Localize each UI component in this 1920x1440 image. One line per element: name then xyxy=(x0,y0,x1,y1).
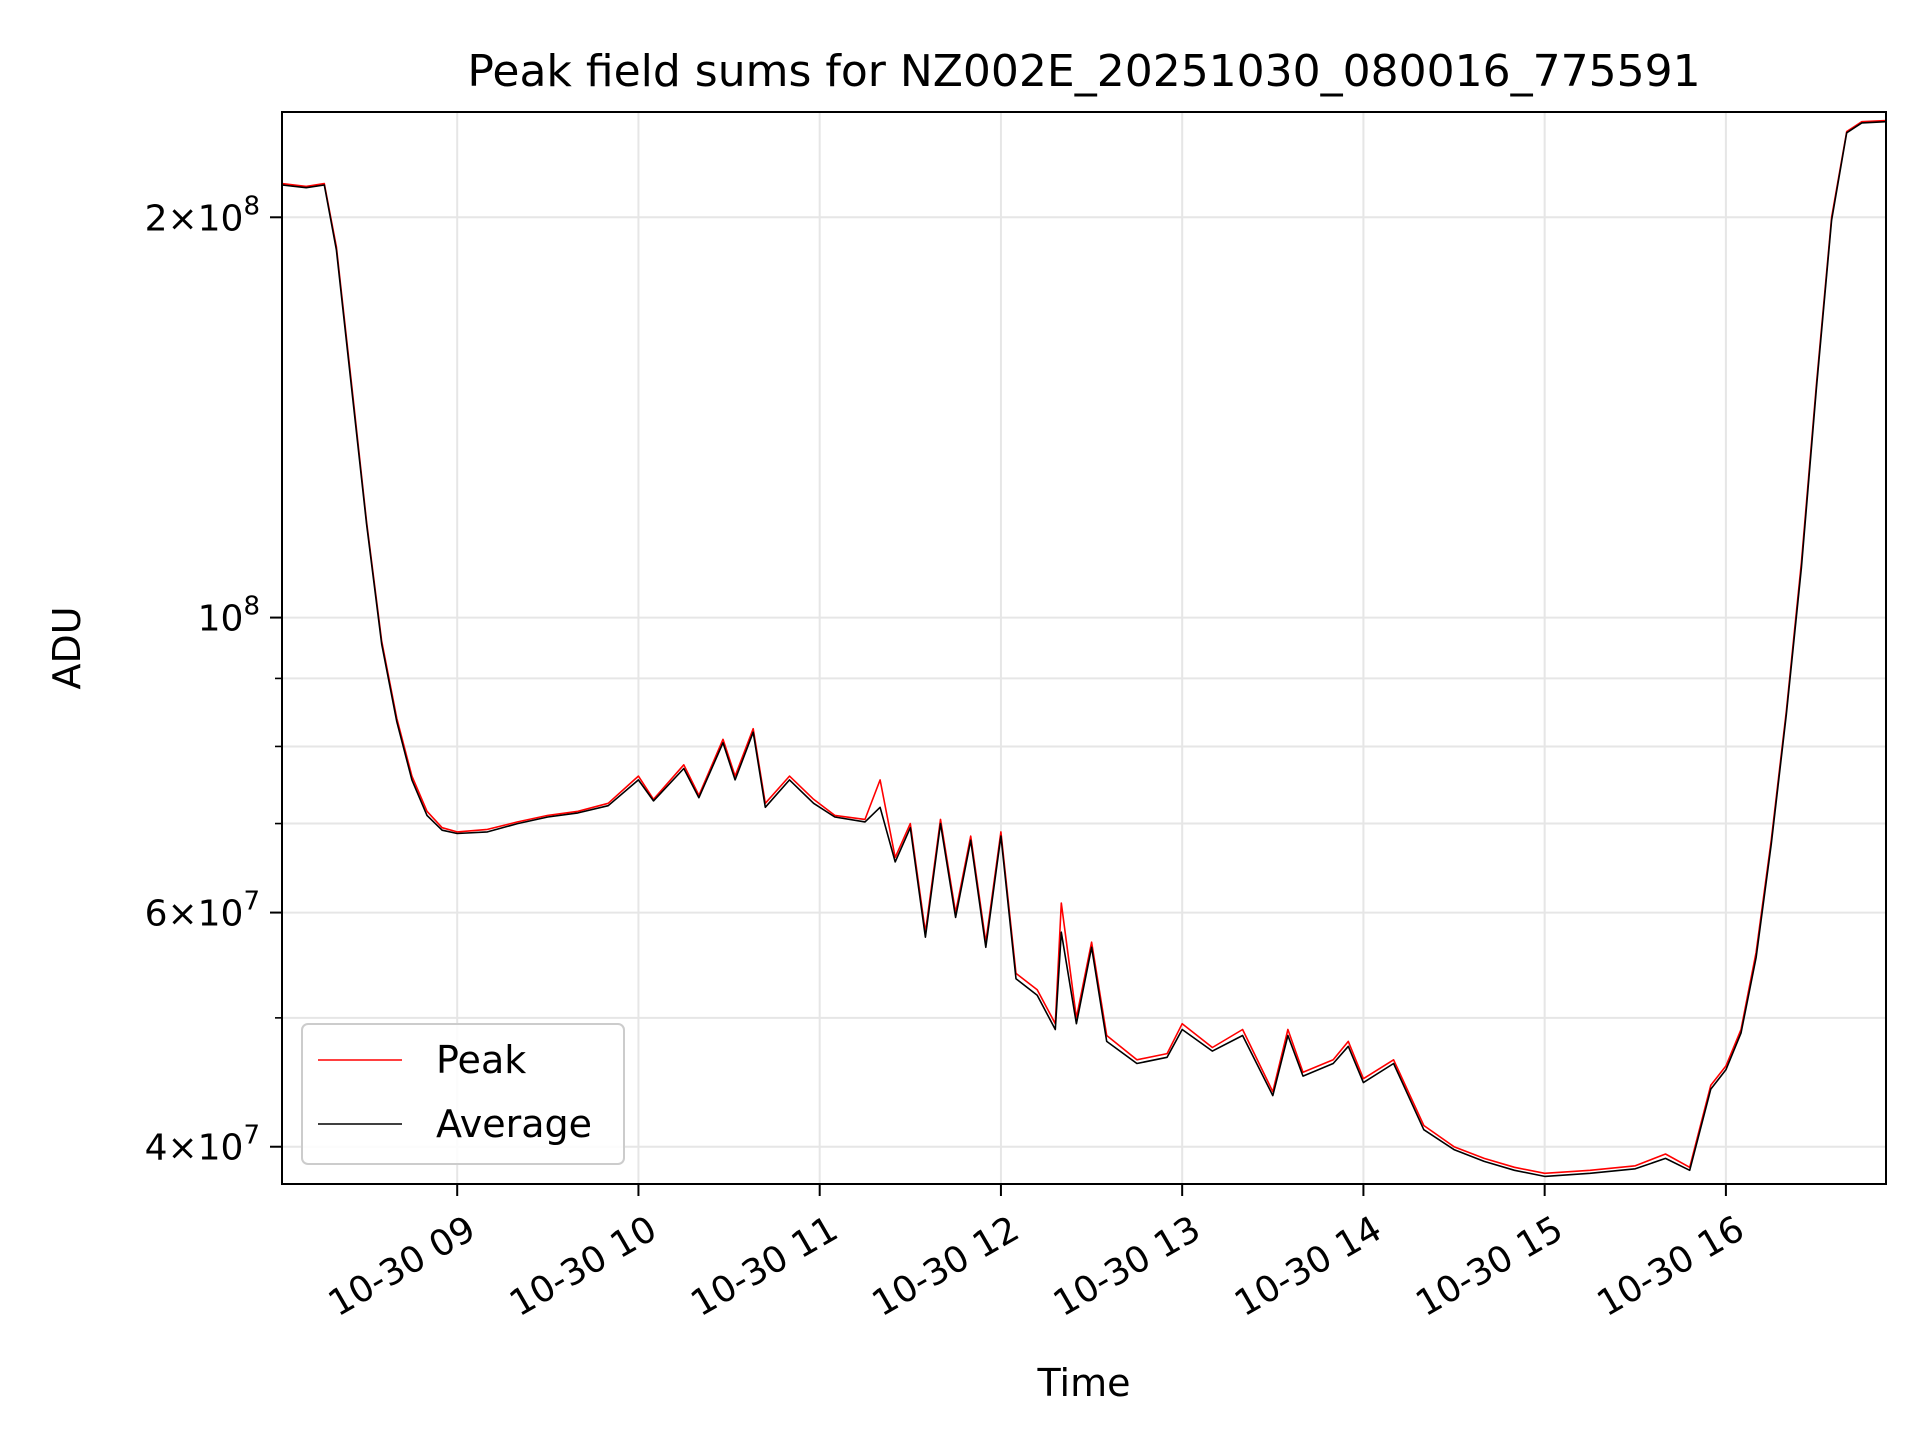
series-line-peak xyxy=(281,119,1887,1175)
y-tick-label: 4×107 xyxy=(145,1121,260,1169)
y-axis-label: ADU xyxy=(45,606,89,689)
series-line-average xyxy=(281,120,1887,1178)
y-tick-label: 108 xyxy=(198,592,260,640)
plot-frame xyxy=(281,111,1887,1185)
legend: Peak Average xyxy=(301,1023,625,1165)
plot-series xyxy=(281,119,1887,1178)
x-axis-label: Time xyxy=(1037,1361,1131,1405)
legend-label-average: Average xyxy=(436,1102,592,1146)
chart-title: Peak field sums for NZ002E_20251030_0800… xyxy=(467,46,1700,97)
legend-label-peak: Peak xyxy=(436,1038,526,1082)
grid xyxy=(282,112,1886,1184)
legend-box xyxy=(301,1023,625,1165)
y-tick-label: 6×107 xyxy=(145,887,260,935)
y-tick-label: 2×108 xyxy=(145,191,260,239)
